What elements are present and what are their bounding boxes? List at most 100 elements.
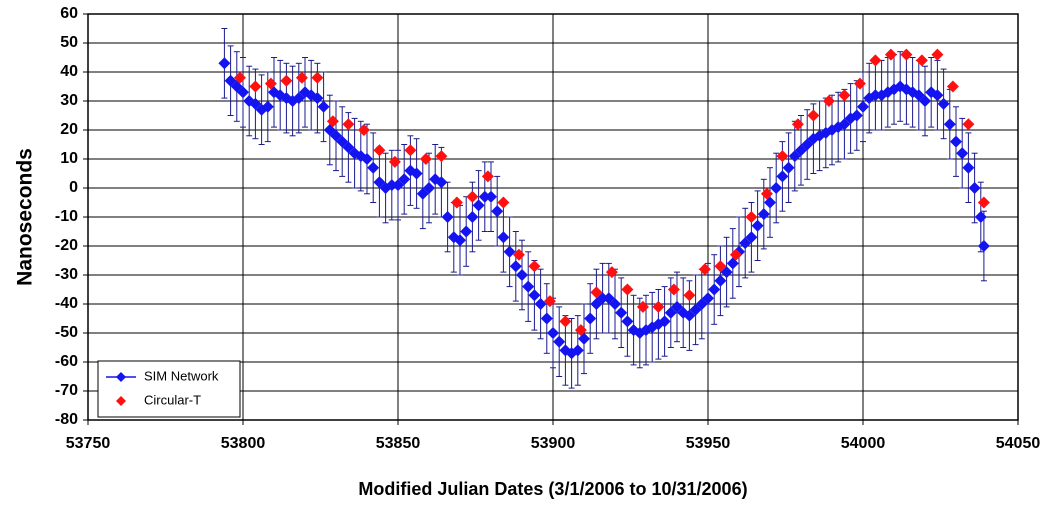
data-point xyxy=(373,144,386,157)
data-point xyxy=(522,280,535,293)
data-point xyxy=(788,150,801,163)
data-point xyxy=(485,190,497,203)
data-point xyxy=(497,231,510,244)
data-point xyxy=(652,300,665,313)
data-point xyxy=(683,289,696,302)
data-point xyxy=(423,182,435,194)
data-point xyxy=(937,97,950,110)
data-point xyxy=(373,176,386,189)
data-point xyxy=(435,150,448,163)
data-point xyxy=(884,48,897,61)
data-point xyxy=(509,260,522,273)
data-point xyxy=(553,335,566,348)
data-point xyxy=(584,312,597,325)
data-point xyxy=(853,77,866,90)
data-point xyxy=(571,344,584,357)
data-point xyxy=(342,118,355,131)
data-point xyxy=(478,190,491,203)
y-tick-label: 20 xyxy=(60,121,78,138)
y-tick-label: -80 xyxy=(55,411,78,428)
data-point xyxy=(416,187,429,200)
data-point xyxy=(435,176,448,189)
data-point xyxy=(698,263,711,276)
data-point xyxy=(292,92,305,105)
data-point xyxy=(919,95,931,107)
x-tick-label: 53850 xyxy=(376,435,421,452)
data-point xyxy=(311,71,324,84)
data-point xyxy=(466,211,479,223)
data-point xyxy=(218,57,231,70)
data-point xyxy=(388,155,401,168)
data-point xyxy=(739,237,752,250)
data-point xyxy=(857,100,869,113)
data-point xyxy=(249,97,262,110)
data-point xyxy=(869,89,882,102)
y-tick-label: 0 xyxy=(69,179,78,196)
data-point xyxy=(977,196,990,209)
legend-label: SIM Network xyxy=(144,368,219,383)
data-point xyxy=(454,234,466,247)
data-point xyxy=(466,190,479,203)
data-point xyxy=(621,315,634,328)
y-tick-label: 30 xyxy=(60,92,78,109)
data-point xyxy=(249,80,262,93)
x-tick-label: 53900 xyxy=(531,435,576,452)
data-point xyxy=(729,248,742,261)
plot-frame xyxy=(87,13,1019,421)
data-point xyxy=(714,274,727,287)
data-point xyxy=(385,179,398,192)
y-tick-label: -60 xyxy=(55,353,78,370)
data-point xyxy=(791,118,804,131)
data-point xyxy=(962,118,975,131)
data-point xyxy=(850,109,863,122)
data-point xyxy=(472,199,485,212)
legend-label: Circular-T xyxy=(144,392,201,407)
data-point xyxy=(776,170,789,183)
data-point xyxy=(745,231,758,244)
x-tick-label: 53950 xyxy=(686,435,731,452)
data-point xyxy=(534,298,547,310)
y-tick-label: 60 xyxy=(60,5,78,22)
data-point xyxy=(977,240,990,252)
data-point xyxy=(547,327,559,339)
data-point xyxy=(264,77,277,90)
data-point xyxy=(392,179,404,192)
data-point xyxy=(946,80,959,93)
y-tick-label: -10 xyxy=(55,208,78,225)
data-point xyxy=(636,300,649,313)
data-point xyxy=(404,144,417,157)
y-tick-label: 40 xyxy=(60,63,78,80)
data-point xyxy=(615,306,628,319)
data-point xyxy=(497,196,510,209)
y-tick-label: -70 xyxy=(55,382,78,399)
x-tick-label: 53800 xyxy=(221,435,266,452)
y-tick-label: 10 xyxy=(60,150,78,167)
data-point xyxy=(481,170,494,183)
data-point xyxy=(819,126,832,139)
data-point xyxy=(528,260,541,273)
x-tick-label: 53750 xyxy=(66,435,111,452)
data-point xyxy=(441,211,454,223)
y-tick-label: 50 xyxy=(60,34,78,51)
data-point xyxy=(869,54,882,67)
x-tick-label: 54000 xyxy=(841,435,886,452)
data-point xyxy=(900,48,913,61)
data-point xyxy=(931,48,944,61)
data-point xyxy=(745,211,758,223)
data-point xyxy=(590,286,603,299)
data-point xyxy=(317,100,330,113)
x-tick-label: 54050 xyxy=(996,435,1041,452)
data-point xyxy=(233,71,246,84)
data-point xyxy=(543,295,556,308)
data-point xyxy=(757,208,770,221)
data-point xyxy=(664,306,677,319)
data-point xyxy=(311,92,324,105)
data-point xyxy=(491,205,504,218)
data-point xyxy=(237,86,249,99)
data-point xyxy=(357,124,370,136)
data-point xyxy=(460,225,473,238)
data-point xyxy=(956,147,969,160)
data-point xyxy=(261,100,274,113)
data-point xyxy=(361,153,373,165)
